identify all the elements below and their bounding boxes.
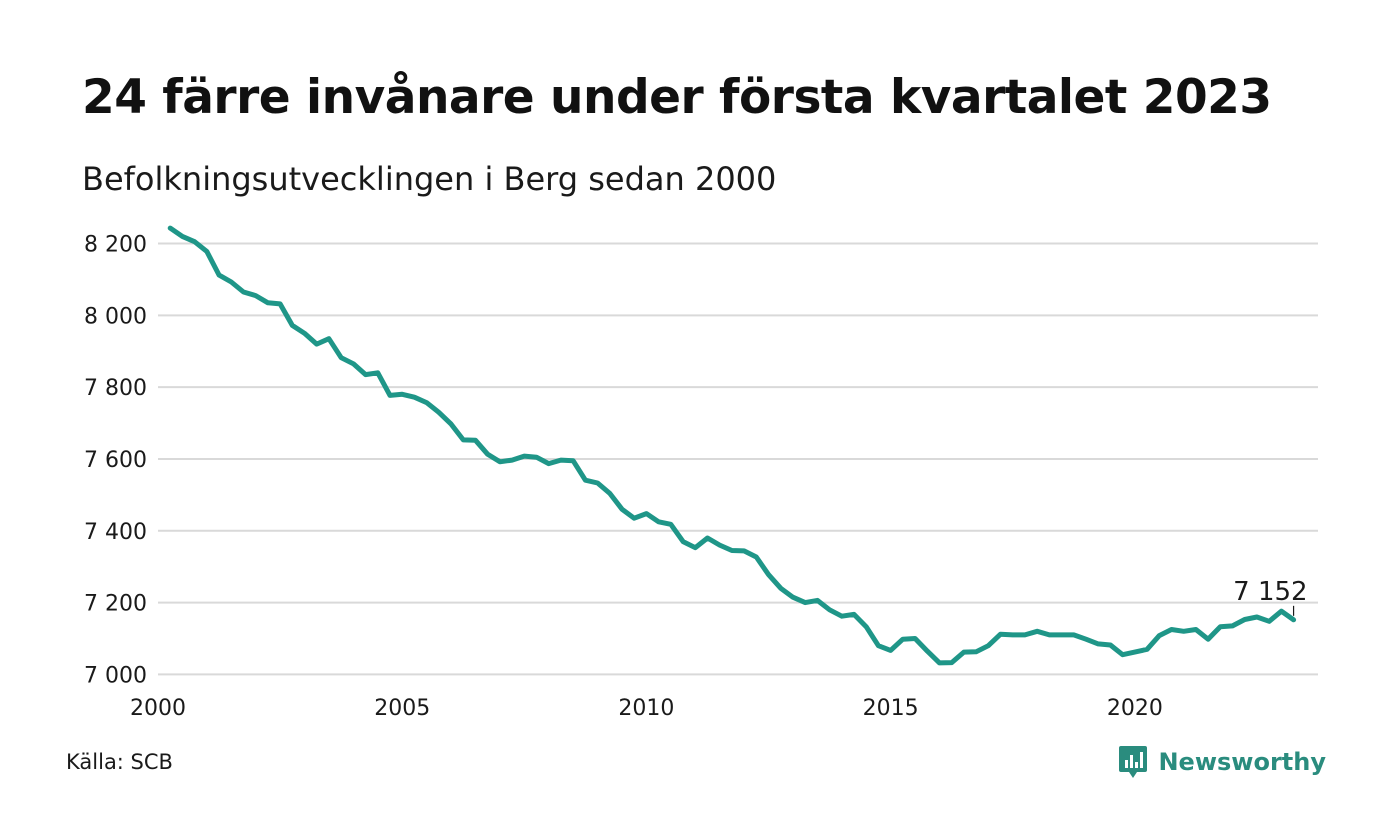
x-tick-label: 2020 (1107, 696, 1163, 721)
y-axis: 7 000 7 200 7 400 7 600 7 800 8 000 8 200 (84, 233, 147, 689)
brand-logo: Newsworthy (1118, 742, 1326, 782)
x-tick-label: 2005 (374, 696, 430, 721)
x-tick-label: 2015 (863, 696, 919, 721)
y-tick-label: 7 800 (84, 376, 147, 401)
newsworthy-logo-icon (1119, 746, 1148, 778)
source-note: Källa: SCB (66, 750, 173, 774)
annotation-label: 7 152 (1233, 577, 1307, 607)
y-tick-label: 7 400 (84, 520, 147, 545)
y-tick-label: 7 200 (84, 592, 147, 617)
brand-name: Newsworthy (1158, 748, 1326, 776)
x-axis: 2000 2005 2010 2015 2020 (130, 696, 1163, 721)
chart-title: 24 färre invånare under första kvartalet… (82, 70, 1272, 125)
y-tick-label: 7 600 (84, 448, 147, 473)
y-tick-label: 7 000 (84, 663, 147, 688)
series-line (167, 225, 1297, 666)
x-tick-label: 2000 (130, 696, 186, 721)
chart-subtitle: Befolkningsutvecklingen i Berg sedan 200… (82, 160, 777, 198)
annotation-layer: 7 152 (1233, 577, 1308, 616)
series-layer (167, 225, 1297, 666)
y-tick-label: 8 200 (84, 233, 147, 258)
grid-lines (158, 242, 1318, 676)
x-tick-label: 2010 (618, 696, 674, 721)
y-tick-label: 8 000 (84, 304, 147, 329)
